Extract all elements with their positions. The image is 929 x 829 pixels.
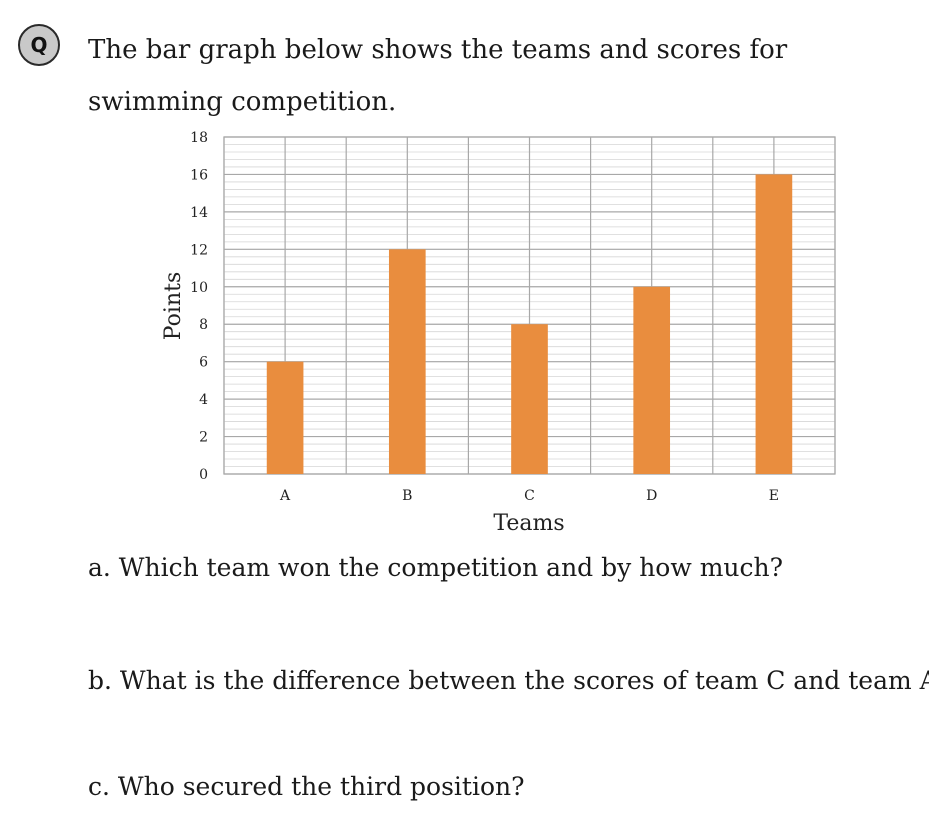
question-text: The bar graph below shows the teams and … [88,35,788,117]
y-tick-label: 12 [190,242,208,258]
question-badge: Q [18,24,60,66]
x-tick-label: B [402,488,412,504]
y-tick-label: 4 [199,392,208,408]
x-tick-labels: A B C D E [279,488,779,504]
y-tick-label: 10 [190,280,208,296]
sub-question-a: a. Which team won the competition and by… [88,553,784,582]
x-axis-title: Teams [493,511,564,536]
x-tick-label: A [279,488,291,504]
y-tick-label: 8 [199,317,208,333]
y-tick-label: 18 [190,130,208,146]
chart-bars [266,174,793,474]
y-tick-label: 0 [199,467,208,483]
bar-e [755,174,793,474]
x-tick-label: E [769,488,779,504]
y-tick-labels: 0 2 4 6 8 10 12 14 16 18 [190,130,208,483]
x-tick-label: C [524,488,535,504]
sub-question-c: c. Who secured the third position? [88,772,525,801]
bar-a [266,361,304,474]
bar-b [388,249,426,474]
bar-chart: 0 2 4 6 8 10 12 14 16 18 A B C D E Teams Points [161,130,836,536]
y-tick-label: 14 [190,205,208,221]
y-tick-label: 6 [199,355,208,371]
sub-question-b: b. What is the difference between the sc… [88,666,929,695]
x-tick-label: D [646,488,657,504]
bar-c [511,324,548,474]
y-tick-label: 16 [190,167,208,183]
y-tick-label: 2 [199,430,208,446]
question-badge-label: Q [30,33,48,57]
bar-d [633,286,671,474]
y-axis-title: Points [161,272,186,341]
